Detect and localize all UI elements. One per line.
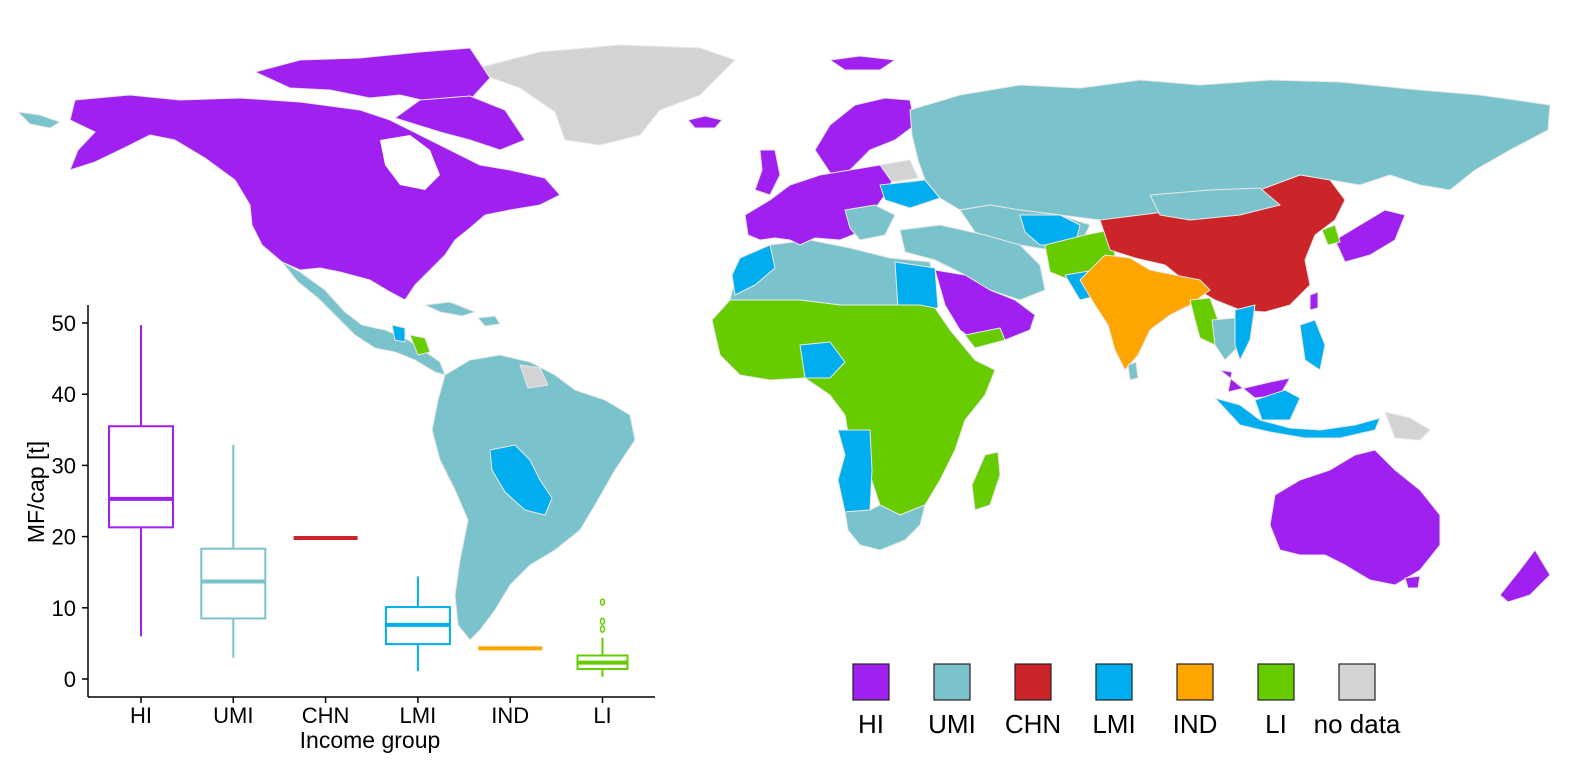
- legend-label: no data: [1314, 709, 1401, 739]
- region-angola-congo: [837, 429, 873, 513]
- y-ticks: 0 10 20 30 40 50: [52, 311, 88, 692]
- legend-item: IND: [1173, 663, 1218, 739]
- region-central-america-li: [409, 334, 431, 356]
- box-li: [576, 598, 629, 677]
- legend-swatch: [1257, 663, 1295, 701]
- inset-boxplot: 0 10 20 30 40 50 HI UMI CHN LMI IND LI Income grou…: [23, 305, 655, 753]
- legend-swatch: [1338, 663, 1376, 701]
- region-vietnam: [1234, 304, 1256, 361]
- x-tick-label: IND: [491, 703, 529, 728]
- region-korea-japan: [1334, 209, 1406, 263]
- legend-label: UMI: [928, 709, 976, 739]
- region-iceland: [687, 115, 723, 129]
- region-turkey-iran: [899, 224, 1046, 301]
- legend-swatch: [852, 663, 890, 701]
- legend-label: IND: [1173, 709, 1218, 739]
- y-axis-title: MF/cap [t]: [23, 441, 49, 543]
- x-tick-label: LI: [593, 703, 611, 728]
- legend-label: LMI: [1092, 709, 1135, 739]
- legend-label: LI: [1265, 709, 1287, 739]
- region-india: [1079, 254, 1211, 371]
- region-mongolia: [1149, 187, 1281, 221]
- region-morocco: [731, 244, 776, 296]
- box-umi: [200, 444, 267, 658]
- x-tick-label: CHN: [302, 703, 350, 728]
- region-new-zealand: [1499, 549, 1551, 603]
- legend: HI UMI CHN LMI IND LI no data: [852, 663, 1401, 739]
- legend-swatch: [1176, 663, 1214, 701]
- legend-label: CHN: [1005, 709, 1061, 739]
- legend-item: LI: [1257, 663, 1295, 739]
- y-tick-label: 10: [52, 596, 76, 621]
- region-malaysia: [1219, 369, 1291, 399]
- region-bolivia: [489, 444, 553, 516]
- legend-item: CHN: [1005, 663, 1061, 739]
- region-borneo: [1254, 389, 1301, 421]
- x-tick-label: UMI: [213, 703, 253, 728]
- region-hispaniola: [477, 315, 501, 327]
- region-baffin: [394, 95, 526, 151]
- region-north-korea: [1321, 224, 1341, 246]
- region-central-america-lmi: [391, 324, 406, 343]
- region-aleutians: [17, 111, 61, 129]
- region-egypt: [894, 261, 939, 309]
- region-north-america: [69, 94, 561, 301]
- region-indonesia: [1214, 397, 1381, 439]
- legend-item: no data: [1314, 663, 1401, 739]
- y-tick-label: 20: [52, 525, 76, 550]
- x-tick-label: HI: [130, 703, 152, 728]
- box-lmi: [384, 576, 451, 672]
- legend-item: LMI: [1092, 663, 1136, 739]
- region-papua-new-guinea: [1384, 411, 1431, 441]
- legend-label: HI: [858, 709, 884, 739]
- x-ticks: HI UMI CHN LMI IND LI: [130, 697, 612, 728]
- box-iqr: [108, 425, 174, 529]
- region-yemen: [964, 327, 1006, 349]
- region-svalbard: [829, 55, 896, 71]
- y-tick-label: 50: [52, 311, 76, 336]
- y-tick-label: 40: [52, 382, 76, 407]
- region-philippines: [1299, 319, 1326, 371]
- legend-item: UMI: [928, 663, 976, 739]
- region-sri-lanka: [1127, 361, 1139, 381]
- region-greenland: [469, 44, 736, 146]
- region-ukraine: [879, 179, 941, 209]
- region-southern-africa: [844, 504, 926, 551]
- legend-swatch: [1014, 663, 1052, 701]
- outlier-point: [599, 617, 606, 626]
- outlier-point: [599, 625, 606, 633]
- outlier-point: [599, 598, 606, 606]
- region-guyanas: [519, 364, 549, 389]
- region-balkans: [844, 204, 896, 241]
- region-sub-saharan-africa: [711, 299, 996, 516]
- legend-swatch: [933, 663, 971, 701]
- boxes: [108, 325, 629, 677]
- legend-swatch: [1095, 663, 1133, 701]
- y-tick-label: 0: [64, 667, 76, 692]
- region-hudson-bay: [380, 135, 440, 190]
- box-hi: [108, 325, 174, 637]
- region-nigeria: [799, 341, 846, 379]
- region-australia: [1269, 449, 1441, 586]
- region-cuba: [424, 301, 476, 317]
- region-taiwan: [1309, 291, 1319, 311]
- region-madagascar: [971, 451, 1001, 511]
- region-canada-arctic: [254, 47, 491, 103]
- region-tasmania: [1404, 575, 1421, 589]
- x-axis-title: Income group: [300, 727, 441, 753]
- legend-item: HI: [852, 663, 890, 739]
- region-uk: [754, 149, 781, 196]
- region-belarus: [879, 159, 919, 183]
- y-tick-label: 30: [52, 453, 76, 478]
- box-iqr: [200, 547, 267, 620]
- x-tick-label: LMI: [400, 703, 437, 728]
- world-map: [17, 44, 1551, 641]
- region-arabian-peninsula: [934, 269, 1036, 346]
- region-thailand: [1211, 317, 1241, 361]
